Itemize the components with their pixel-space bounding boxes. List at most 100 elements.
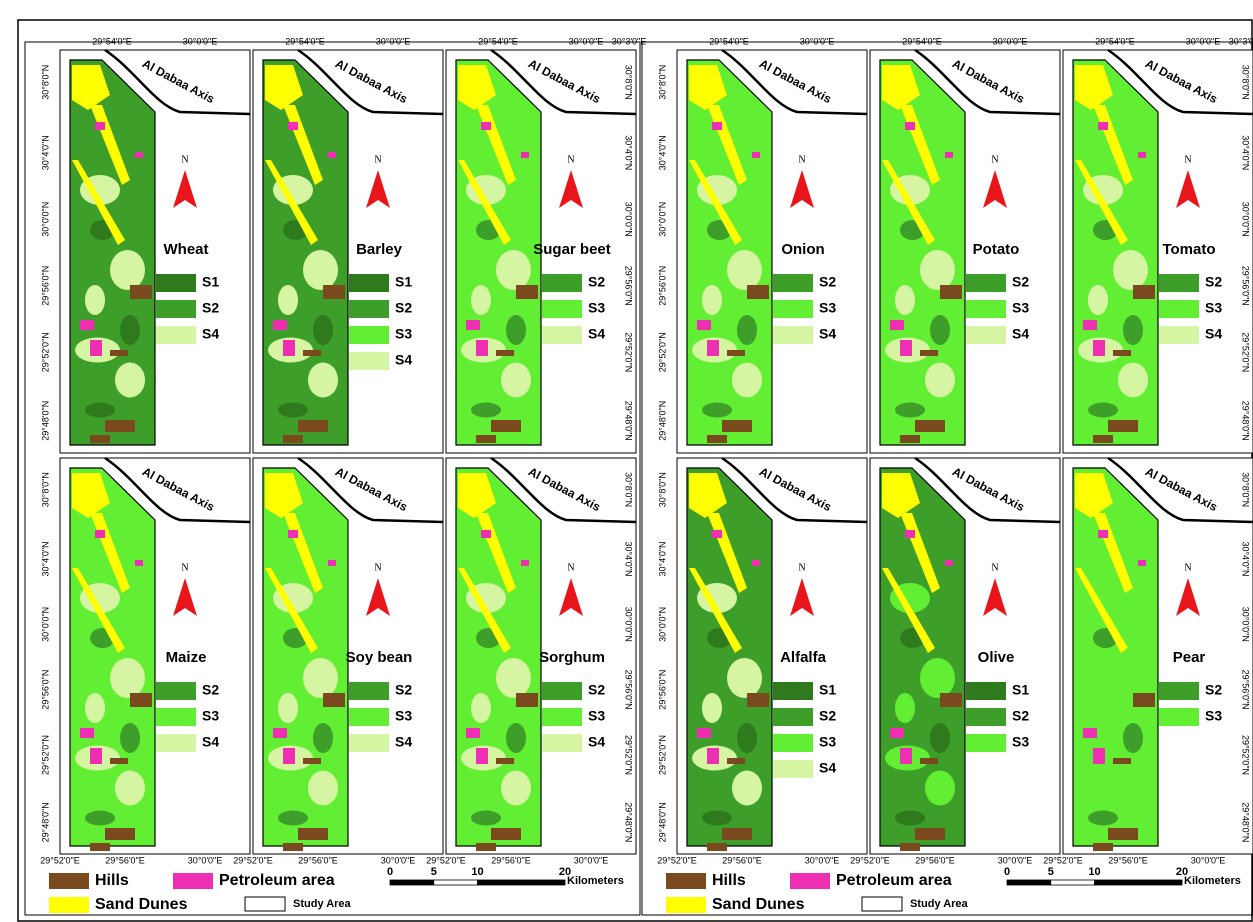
class-swatch: [542, 734, 582, 752]
hills: [130, 693, 152, 707]
petroleum-area: [521, 560, 529, 566]
petroleum-area: [1098, 530, 1108, 538]
hills: [920, 350, 938, 356]
lat-label: 29°48'0"N: [1241, 802, 1251, 842]
class-label: S3: [588, 708, 605, 724]
class-label: S2: [1012, 708, 1029, 724]
petroleum-area: [905, 122, 915, 130]
petroleum-area: [273, 320, 287, 330]
lon-label: 30°3'0"E: [612, 36, 647, 46]
class-swatch: [349, 352, 389, 370]
petroleum-area: [288, 530, 298, 538]
petroleum-area: [135, 152, 143, 158]
lat-label: 30°8'0"N: [657, 472, 667, 507]
petroleum-area: [80, 320, 94, 330]
lon-label: 29°56'0"E: [298, 855, 338, 865]
class-label: S2: [1205, 274, 1222, 290]
class-label: S4: [588, 734, 605, 750]
sand-label: Sand Dunes: [712, 896, 805, 913]
hills: [1093, 843, 1113, 851]
lat-label: 29°56'0"N: [624, 266, 634, 306]
lon-label: 30°0'0"E: [381, 855, 416, 865]
class-patch: [85, 403, 115, 418]
class-swatch: [773, 326, 813, 344]
map: Al Dabaa AxisNMaizeS2S3S4: [60, 458, 250, 854]
petroleum-area: [466, 728, 480, 738]
crop-name: Sorghum: [539, 649, 605, 666]
hills: [920, 758, 938, 764]
crop-name: Olive: [978, 649, 1015, 666]
class-patch: [1118, 363, 1148, 398]
map: Al Dabaa AxisNSorghumS2S3S4: [446, 458, 636, 854]
crop-name: Pear: [1173, 649, 1206, 666]
class-label: S4: [202, 326, 219, 342]
lat-label: 29°52'0"N: [1241, 735, 1251, 775]
lat-label: 30°8'0"N: [40, 472, 50, 507]
petroleum-area: [1083, 320, 1097, 330]
class-patch: [278, 403, 308, 418]
class-patch: [737, 315, 757, 345]
class-patch: [1123, 723, 1143, 753]
lat-label: 29°48'0"N: [1241, 401, 1251, 441]
hills: [747, 693, 769, 707]
class-label: S2: [1012, 274, 1029, 290]
class-swatch: [156, 300, 196, 318]
hills: [516, 285, 538, 299]
petroleum-label: Petroleum area: [219, 872, 335, 889]
north-label: N: [374, 562, 381, 573]
class-patch: [120, 315, 140, 345]
class-patch: [732, 363, 762, 398]
class-swatch: [1159, 682, 1199, 700]
scale-tick-label: 0: [1004, 866, 1010, 878]
class-patch: [85, 693, 105, 723]
lon-label: 30°0'0"E: [993, 36, 1028, 46]
class-label: S2: [819, 708, 836, 724]
north-label: N: [1184, 154, 1191, 165]
petroleum-area: [1093, 748, 1105, 764]
class-patch: [895, 285, 915, 315]
lat-label: 29°48'0"N: [624, 802, 634, 842]
class-patch: [702, 403, 732, 418]
lat-label: 29°56'0"N: [657, 266, 667, 306]
north-label: N: [798, 154, 805, 165]
class-swatch: [542, 274, 582, 292]
petroleum-area: [481, 122, 491, 130]
scale-unit: Kilometers: [567, 875, 624, 887]
petroleum-area: [95, 530, 105, 538]
lat-label: 29°52'0"N: [624, 735, 634, 775]
lat-label: 30°8'0"N: [40, 65, 50, 100]
petroleum-area: [905, 530, 915, 538]
petroleum-area: [466, 320, 480, 330]
lon-label: 30°0'0"E: [376, 36, 411, 46]
class-patch: [727, 658, 762, 698]
hills: [476, 843, 496, 851]
class-patch: [110, 250, 145, 290]
petroleum-area: [890, 320, 904, 330]
class-patch: [895, 811, 925, 826]
hills: [747, 285, 769, 299]
class-label: S1: [395, 274, 412, 290]
hills: [491, 828, 521, 840]
hills: [1108, 420, 1138, 432]
petroleum-area: [80, 728, 94, 738]
map: Al Dabaa AxisNSoy beanS2S3S4: [253, 458, 443, 854]
petroleum-area: [1098, 122, 1108, 130]
lat-label: 30°0'0"N: [1241, 607, 1251, 642]
lat-label: 29°56'0"N: [40, 670, 50, 710]
lon-label: 29°52'0"E: [40, 855, 80, 865]
class-label: S2: [819, 274, 836, 290]
lat-label: 30°4'0"N: [657, 135, 667, 170]
north-label: N: [991, 562, 998, 573]
petroleum-area: [707, 340, 719, 356]
scale-tick-label: 5: [1048, 866, 1054, 878]
class-patch: [303, 250, 338, 290]
hills-swatch: [666, 873, 706, 889]
hills-swatch: [49, 873, 89, 889]
lat-label: 30°0'0"N: [624, 607, 634, 642]
lon-label: 29°56'0"E: [915, 855, 955, 865]
class-swatch: [349, 274, 389, 292]
petroleum-area: [707, 748, 719, 764]
class-patch: [501, 771, 531, 806]
hills: [90, 435, 110, 443]
lat-label: 30°4'0"N: [624, 541, 634, 576]
